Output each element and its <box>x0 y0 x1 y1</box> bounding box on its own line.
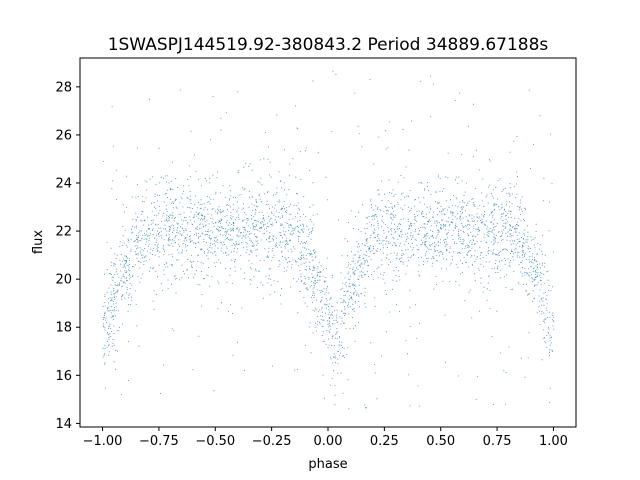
y-tick-label: 24 <box>55 177 72 192</box>
y-tick-label: 22 <box>55 225 72 240</box>
x-tick-label: 1.00 <box>539 434 568 449</box>
y-tick-label: 16 <box>55 369 72 384</box>
x-axis: −1.00 −0.75 −0.50 −0.25 0.00 0.25 0.50 0.75 1.00 <box>83 427 568 449</box>
x-tick-label: 0.75 <box>483 434 512 449</box>
y-tick-label: 28 <box>55 80 72 95</box>
x-tick-label: 0.25 <box>370 434 399 449</box>
y-tick-label: 18 <box>55 321 72 336</box>
y-tick-label: 20 <box>55 273 72 288</box>
x-tick-label: −1.00 <box>83 434 123 449</box>
y-axis-label: flux <box>31 230 46 254</box>
y-tick-label: 14 <box>55 417 72 432</box>
y-axis: 14 16 18 20 22 24 26 28 <box>55 80 80 432</box>
data-points <box>102 70 555 410</box>
x-axis-label: phase <box>308 457 347 472</box>
scatter-points <box>102 70 555 410</box>
chart-title: 1SWASPJ144519.92-380843.2 Period 34889.6… <box>108 35 549 55</box>
x-tick-label: −0.75 <box>139 434 179 449</box>
x-tick-label: 0.00 <box>314 434 343 449</box>
y-tick-label: 26 <box>55 128 72 143</box>
x-tick-label: 0.50 <box>426 434 455 449</box>
x-tick-label: −0.25 <box>252 434 292 449</box>
x-tick-label: −0.50 <box>195 434 235 449</box>
